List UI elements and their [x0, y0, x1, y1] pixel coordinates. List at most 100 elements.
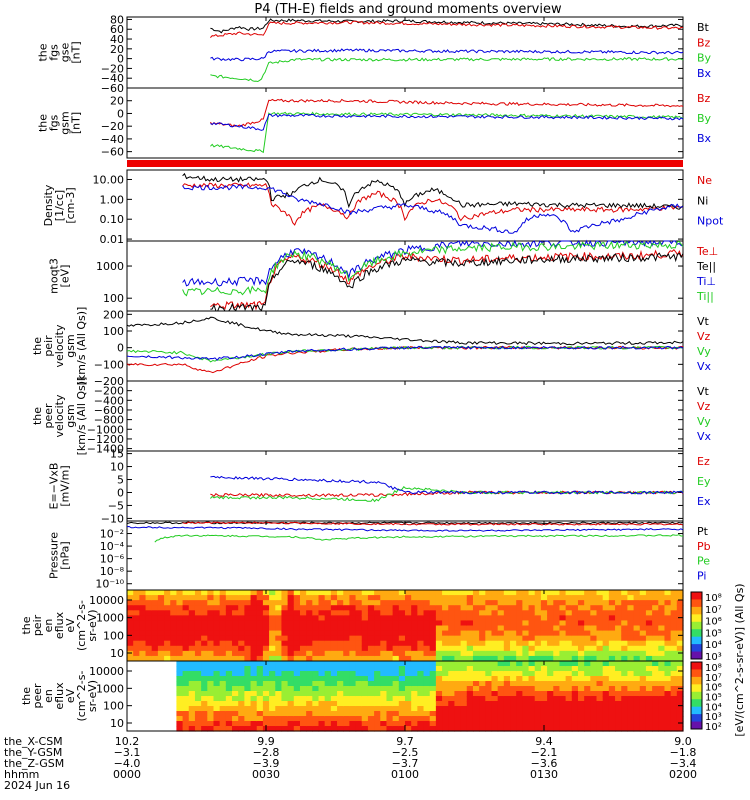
heatmap-cell: [201, 630, 208, 637]
heatmap-cell: [361, 671, 369, 677]
heatmap-cell: [275, 706, 283, 712]
heatmap-cell: [466, 711, 474, 717]
colorbar-segment: [691, 662, 702, 670]
heatmap-cell: [386, 635, 394, 642]
heatmap-cell: [472, 666, 480, 672]
heatmap-cell: [615, 686, 622, 692]
heatmap-cell: [324, 686, 332, 692]
heatmap-cell: [639, 645, 647, 652]
heatmap-cell: [170, 640, 178, 647]
heatmap-cell: [213, 666, 221, 672]
heatmap-cell: [275, 640, 283, 647]
heatmap-cell: [201, 666, 208, 672]
heatmap-cell: [145, 650, 153, 657]
heatmap-cell: [547, 676, 554, 682]
heatmap-cell: [590, 696, 598, 702]
heatmap-cell: [608, 681, 616, 687]
heatmap-cell: [164, 696, 171, 702]
heatmap-cell: [250, 650, 258, 657]
heatmap-cell: [133, 605, 140, 611]
heatmap-cell: [287, 620, 295, 627]
heatmap-cell: [510, 600, 517, 606]
heatmap-cell: [417, 605, 425, 611]
heatmap-cell: [182, 696, 190, 702]
x-tick-label: 9.4: [535, 735, 553, 748]
heatmap-cell: [238, 721, 245, 727]
heatmap-cell: [472, 640, 480, 647]
heatmap-cell: [151, 635, 159, 642]
heatmap-cell: [157, 691, 165, 697]
heatmap-cell: [633, 671, 641, 677]
heatmap-cell: [429, 595, 437, 601]
heatmap-cell: [664, 605, 672, 611]
heatmap-cell: [429, 661, 437, 667]
legend-entry: Ey: [697, 475, 711, 488]
heatmap-cell: [540, 595, 548, 601]
heatmap-cell: [466, 615, 474, 622]
heatmap-cell: [460, 701, 468, 707]
heatmap-cell: [485, 650, 493, 657]
y-axis-label: [eV]: [59, 265, 72, 288]
heatmap-cell: [534, 600, 542, 606]
heatmap-cell: [670, 721, 678, 727]
heatmap-cell: [219, 711, 227, 717]
heatmap-cell: [374, 726, 381, 732]
heatmap-cell: [367, 696, 375, 702]
y-tick-label: 15: [110, 448, 124, 461]
heatmap-cell: [503, 671, 511, 677]
heatmap-cell: [590, 590, 598, 596]
heatmap-cell: [330, 711, 338, 717]
heatmap-cell: [182, 630, 190, 637]
heatmap-cell: [633, 640, 641, 647]
heatmap-cell: [405, 716, 412, 722]
heatmap-cell: [367, 681, 375, 687]
heatmap-cell: [577, 595, 585, 601]
heatmap-cell: [621, 666, 628, 672]
heatmap-cell: [281, 711, 289, 717]
panel-frame: [126, 310, 684, 382]
heatmap-cell: [194, 721, 202, 727]
heatmap-cell: [658, 706, 666, 712]
heatmap-cell: [392, 630, 400, 637]
heatmap-cell: [658, 650, 666, 657]
heatmap-cell: [423, 686, 431, 692]
heatmap-cell: [398, 635, 406, 642]
heatmap-cell: [281, 706, 289, 712]
heatmap-cell: [337, 686, 344, 692]
heatmap-cell: [219, 605, 227, 611]
heatmap-cell: [658, 721, 666, 727]
heatmap-cell: [645, 600, 653, 606]
heatmap-cell: [287, 600, 295, 606]
heatmap-cell: [225, 630, 233, 637]
heatmap-cell: [670, 726, 678, 732]
heatmap-cell: [528, 661, 536, 667]
heatmap-cell: [207, 640, 215, 647]
heatmap-cell: [485, 600, 493, 606]
heatmap-cell: [232, 630, 239, 637]
heatmap-cell: [411, 610, 418, 616]
heatmap-cell: [244, 610, 252, 616]
heatmap-cell: [590, 676, 598, 682]
heatmap-cell: [577, 716, 585, 722]
heatmap-cell: [244, 661, 252, 667]
heatmap-cell: [380, 671, 388, 677]
heatmap-cell: [238, 655, 245, 662]
heatmap-cell: [540, 696, 548, 702]
heatmap-cell: [374, 650, 381, 657]
heatmap-cell: [460, 650, 468, 657]
heatmap-cell: [287, 716, 295, 722]
heatmap-cell: [670, 666, 678, 672]
heatmap-cell: [577, 590, 585, 596]
heatmap-cell: [540, 681, 548, 687]
heatmap-cell: [454, 630, 462, 637]
heatmap-cell: [472, 630, 480, 637]
legend-entry: Bt: [697, 21, 710, 34]
heatmap-cell: [262, 600, 270, 606]
heatmap-cell: [479, 615, 486, 622]
heatmap-cell: [571, 640, 579, 647]
heatmap-cell: [676, 650, 684, 657]
heatmap-cell: [472, 691, 480, 697]
heatmap-cell: [293, 701, 301, 707]
heatmap-cell: [621, 630, 628, 637]
heatmap-cell: [324, 691, 332, 697]
